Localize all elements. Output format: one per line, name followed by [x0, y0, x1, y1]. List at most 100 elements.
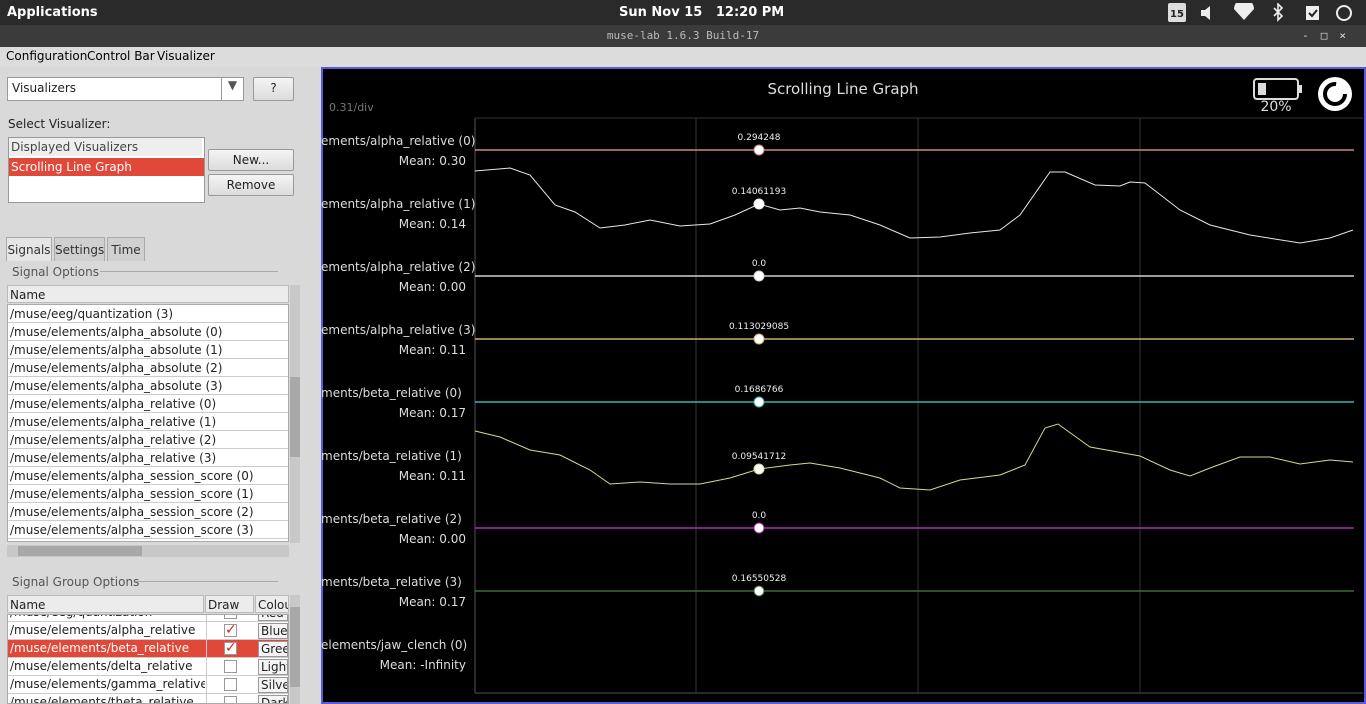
group-name: /muse/elements/alpha_relative: [10, 623, 196, 637]
window-title-bar: muse-lab 1.6.3 Build-17 -□×: [0, 25, 1366, 47]
signal-row[interactable]: /muse/elements/alpha_relative (0): [8, 395, 288, 413]
remove-button[interactable]: Remove: [208, 174, 294, 196]
section-title: Signal Group Options: [12, 575, 140, 589]
scale-label: 0.31/div: [329, 101, 374, 114]
channel-mean: Mean: 0.30: [399, 154, 466, 168]
menu-item[interactable]: Visualizer: [157, 49, 215, 63]
value-marker: [753, 198, 765, 210]
group-row[interactable]: /muse/eeg/quantization Red: [8, 615, 288, 622]
value-marker: [753, 270, 765, 282]
group-name: /muse/elements/delta_relative: [10, 659, 193, 673]
group-row[interactable]: /muse/elements/theta_relative Dark: [8, 694, 288, 704]
draw-checkbox[interactable]: ✓: [224, 622, 237, 638]
group-row[interactable]: /muse/elements/gamma_relative Silver: [8, 676, 288, 694]
channel-name: ements/alpha_relative (1): [321, 197, 475, 211]
tab[interactable]: Time: [107, 237, 145, 261]
section-title: Signal Options: [12, 265, 99, 279]
group-name: /muse/elements/beta_relative: [10, 641, 190, 655]
signal-row[interactable]: /muse/elements/alpha_absolute (3): [8, 377, 288, 395]
signal-row[interactable]: /muse/elements/alpha_absolute (1): [8, 341, 288, 359]
value-label: 0.16550528: [732, 574, 787, 584]
channel-mean: Mean: -Infinity: [380, 658, 466, 672]
section-rule: [100, 271, 278, 272]
channel-mean: Mean: 0.11: [399, 343, 466, 357]
top-bar: Applications Sun Nov 15 12:20 PM 15: [0, 0, 1366, 25]
column-divider: [206, 615, 207, 622]
group-row[interactable]: /muse/elements/beta_relative ✓ Gree: [8, 640, 288, 658]
visualizer-combo[interactable]: Visualizers: [7, 77, 244, 101]
group-name: /muse/eeg/quantization: [10, 615, 205, 619]
colour-cell[interactable]: Dark: [258, 695, 288, 703]
tab[interactable]: Settings: [54, 237, 105, 261]
table-header: Name: [7, 285, 289, 303]
visualizer-item[interactable]: Scrolling Line Graph: [9, 158, 204, 176]
table-header: Draw: [205, 595, 254, 613]
signal-row[interactable]: /muse/elements/alpha_session_score (0): [8, 467, 288, 485]
menu-item[interactable]: Configuration: [6, 49, 88, 63]
window-controls[interactable]: -□×: [1302, 29, 1358, 42]
new-button[interactable]: New...: [208, 149, 294, 171]
signal-row[interactable]: /muse/elements/alpha_relative (2): [8, 431, 288, 449]
signal-row[interactable]: /muse/elements/alpha_absolute (0): [8, 323, 288, 341]
colour-cell[interactable]: Red: [258, 615, 288, 621]
group-name: /muse/elements/theta_relative: [10, 695, 194, 704]
help-button[interactable]: ?: [253, 77, 294, 101]
signal-row[interactable]: /muse/elements/alpha_relative (1): [8, 413, 288, 431]
column-divider: [206, 676, 207, 694]
group-table: /muse/eeg/quantization Red/muse/elements/…: [7, 614, 289, 704]
colour-cell[interactable]: Silver: [258, 677, 288, 693]
channel-name: ments/beta_relative (0): [321, 386, 462, 400]
colour-cell[interactable]: Gree: [258, 641, 288, 657]
value-label: 0.09541712: [732, 452, 786, 462]
value-label: 0.113029085: [729, 322, 789, 332]
select-label: Select Visualizer:: [8, 117, 111, 131]
table-header: Colou: [255, 595, 289, 613]
tab[interactable]: Signals: [6, 237, 52, 261]
signal-row[interactable]: /muse/elements/alpha_session_score (3): [8, 521, 288, 539]
signal-row[interactable]: /muse/elements/alpha_relative (3): [8, 449, 288, 467]
draw-checkbox[interactable]: [224, 678, 237, 691]
signal-row[interactable]: /muse/elements/alpha_session_score (2): [8, 503, 288, 521]
channel-name: ments/beta_relative (1): [321, 449, 462, 463]
channel-name: ements/alpha_relative (0): [321, 134, 475, 148]
tray-icons: [1201, 3, 1352, 22]
column-divider: [206, 622, 207, 640]
channel-mean: Mean: 0.00: [399, 532, 466, 546]
channel-mean: Mean: 0.17: [399, 406, 466, 420]
channel-name: ements/alpha_relative (3): [321, 323, 475, 337]
applications-menu[interactable]: Applications: [7, 5, 98, 20]
draw-checkbox[interactable]: [224, 615, 237, 619]
channel-name: ments/beta_relative (2): [321, 512, 462, 526]
table-header: Name: [7, 595, 204, 613]
draw-checkbox[interactable]: [224, 696, 237, 703]
group-row[interactable]: /muse/elements/delta_relative Light: [8, 658, 288, 676]
v-scroll-thumb: [290, 377, 300, 457]
calendar-icon[interactable]: 15: [1168, 3, 1186, 22]
draw-checkbox[interactable]: ✓: [224, 640, 237, 656]
value-label: 0.14061193: [732, 187, 786, 197]
value-label: 0.0: [752, 511, 767, 521]
draw-checkbox[interactable]: [224, 660, 237, 673]
signal-row[interactable]: /muse/elements/alpha_session_score (1): [8, 485, 288, 503]
menu-item[interactable]: Control Bar: [87, 49, 155, 63]
clock[interactable]: Sun Nov 15 12:20 PM: [619, 5, 785, 20]
colour-cell[interactable]: Light: [258, 659, 288, 675]
section-rule: [136, 581, 278, 582]
channel-mean: Mean: 0.14: [399, 217, 466, 231]
signal-table: /muse/eeg/quantization (3)/muse/elements…: [7, 304, 289, 542]
signal-row[interactable]: /muse/eeg/quantization (3): [8, 305, 288, 323]
colour-cell[interactable]: Blue: [258, 623, 288, 639]
graph-title: Scrolling Line Graph: [767, 80, 918, 98]
group-name: /muse/elements/gamma_relative: [10, 677, 205, 691]
graph-panel: Scrolling Line Graph 0.31/div 20% ements/al…: [321, 67, 1366, 704]
combo-arrow[interactable]: ▼: [221, 78, 243, 100]
list-header: Displayed Visualizers: [9, 138, 202, 156]
h-scroll-thumb: [18, 546, 142, 556]
group-row[interactable]: /muse/elements/alpha_relative ✓ Blue: [8, 622, 288, 640]
signal-row[interactable]: /muse/elements/alpha_absolute (2): [8, 359, 288, 377]
column-divider: [206, 640, 207, 658]
column-divider: [206, 658, 207, 676]
column-divider: [206, 694, 207, 703]
